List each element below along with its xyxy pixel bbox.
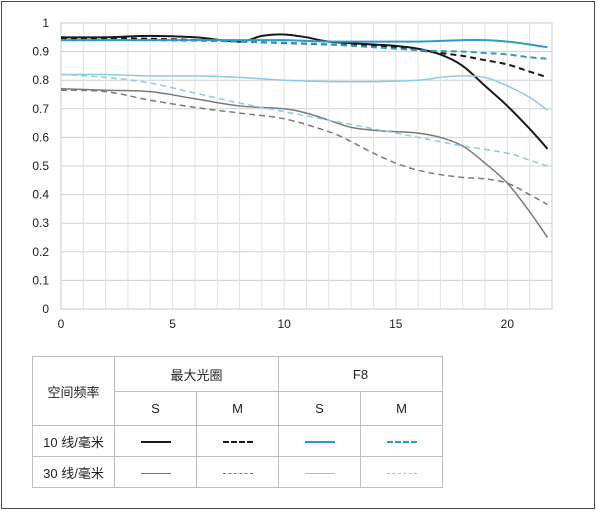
series-lines	[60, 33, 549, 238]
legend-row-10: 10 线/毫米	[32, 425, 115, 457]
legend-sub-m-f8: M	[360, 391, 443, 426]
legend-row-30: 30 线/毫米	[32, 456, 115, 488]
series-line-2	[61, 38, 548, 49]
legend-sub-s-f8: S	[278, 391, 361, 426]
series-line-6	[60, 73, 548, 111]
y-tick-label-6: 0.6	[32, 130, 49, 144]
y-tick-label-8: 0.8	[32, 73, 49, 87]
legend-cell-30-max-s	[114, 456, 197, 488]
swatch-10-f8-s	[304, 441, 335, 444]
legend-cell-30-f8-m	[360, 456, 443, 488]
swatch-30-f8-s	[304, 472, 335, 474]
legend-cell-10-f8-m	[360, 425, 443, 457]
y-tick-label-9: 0.9	[32, 45, 49, 59]
x-tick-label-0: 0	[58, 317, 65, 331]
y-tick-label-7: 0.7	[32, 102, 49, 116]
x-tick-label-1: 5	[169, 317, 176, 331]
series-line-4	[60, 88, 549, 238]
legend-sub-m-max: M	[196, 391, 279, 426]
y-tick-label-5: 0.5	[32, 159, 49, 173]
legend-cell-30-max-m	[196, 456, 279, 488]
x-tick-label-3: 15	[389, 317, 403, 331]
plot-border	[60, 22, 553, 310]
x-tick-label-2: 10	[278, 317, 292, 331]
swatch-10-max-s	[140, 441, 171, 444]
swatch-30-f8-m	[386, 472, 417, 474]
swatch-30-max-m	[222, 472, 253, 474]
mtf-chart: 00.10.20.30.40.50.60.70.80.910 5 10 15 20	[32, 16, 553, 331]
y-tick-label-2: 0.2	[32, 245, 49, 259]
swatch-10-max-m	[222, 441, 253, 444]
legend-cell-10-max-m	[196, 425, 279, 457]
y-tick-label-3: 0.3	[32, 216, 49, 230]
tick-labels: 00.10.20.30.40.50.60.70.80.910 5 10 15 20	[32, 16, 514, 331]
swatch-30-max-s	[140, 472, 171, 474]
legend-group-max-aperture: 最大光圈	[114, 356, 279, 392]
legend-table: 空间频率 最大光圈 F8 S M S M 10 线/毫米 30 线/毫米	[32, 356, 443, 488]
y-tick-label-1: 0.1	[32, 273, 49, 287]
series-line-5	[60, 89, 548, 206]
series-line-7	[60, 73, 548, 167]
y-tick-label-4: 0.4	[32, 188, 49, 202]
series-line-0	[60, 33, 549, 150]
grid	[60, 22, 553, 310]
series-line-3	[60, 39, 548, 60]
legend-row-header: 空间频率	[32, 356, 115, 426]
y-tick-label-10: 1	[42, 16, 49, 30]
legend-cell-10-f8-s	[278, 425, 361, 457]
swatch-10-f8-m	[386, 441, 417, 444]
legend-group-f8: F8	[278, 356, 443, 392]
legend-cell-30-f8-s	[278, 456, 361, 488]
y-tick-label-0: 0	[42, 302, 49, 316]
x-tick-label-4: 20	[501, 317, 515, 331]
legend-cell-10-max-s	[114, 425, 197, 457]
legend-sub-s-max: S	[114, 391, 197, 426]
